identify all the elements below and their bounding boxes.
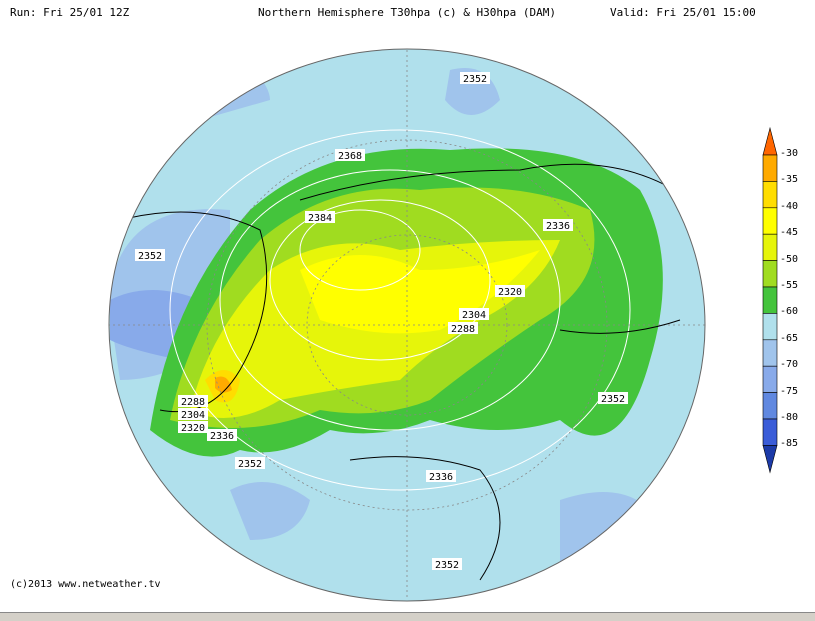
contour-label: 2352 [432, 558, 462, 571]
contour-label-text: 2352 [435, 560, 459, 571]
contour-label-text: 2352 [463, 74, 487, 85]
window-bottom-bar [0, 612, 815, 621]
colorbar-swatch [762, 286, 778, 314]
contour-label: 2352 [460, 72, 490, 85]
colorbar-tick: -50 [780, 253, 799, 265]
colorbar-tick: -80 [780, 412, 799, 423]
colorbar-tick: -40 [780, 200, 799, 212]
colorbar-swatch [762, 339, 778, 367]
colorbar-top-arrow [762, 126, 778, 156]
colorbar-tick: -30 [780, 148, 799, 159]
colorbar-tick: -65 [780, 332, 799, 344]
run-label: Run: Fri 25/01 12Z [10, 6, 130, 19]
contour-label: 2320 [178, 421, 208, 434]
colorbar-swatch [762, 365, 778, 393]
contour-label-text: 2368 [338, 151, 362, 162]
contour-label: 2288 [178, 395, 208, 408]
colorbar-swatch [762, 154, 778, 182]
contour-label: 2336 [426, 470, 456, 483]
contour-label-text: 2352 [238, 459, 262, 470]
colorbar-swatch [762, 313, 778, 341]
contour-label-text: 2304 [181, 410, 205, 421]
contour-label-text: 2352 [601, 394, 625, 405]
contour-label-text: 2304 [462, 310, 486, 321]
contour-label-text: 2352 [138, 251, 162, 262]
contour-label: 2352 [135, 249, 165, 262]
contour-label: 2336 [543, 219, 573, 232]
contour-label-text: 2320 [181, 423, 205, 434]
contour-label-text: 2336 [429, 472, 453, 483]
contour-label: 2352 [598, 392, 628, 405]
colorbar-swatch [762, 392, 778, 420]
contour-label-text: 2336 [546, 221, 570, 232]
colorbar-tick: -75 [780, 385, 799, 397]
contour-label-text: 2384 [308, 213, 332, 224]
colorbar-tick: -70 [780, 359, 799, 371]
valid-label: Valid: Fri 25/01 15:00 [610, 6, 756, 19]
contour-label: 2288 [448, 322, 478, 335]
colorbar-swatch [762, 181, 778, 209]
colorbar-swatch [762, 233, 778, 261]
colorbar-tick: -35 [780, 174, 799, 186]
contour-label-text: 2288 [181, 397, 205, 408]
colorbar-swatch [762, 418, 778, 446]
colorbar-tick: -45 [780, 227, 799, 239]
contour-label: 2304 [459, 308, 489, 321]
contour-label-text: 2320 [498, 287, 522, 298]
colorbar-tick: -60 [780, 306, 799, 318]
contour-label: 2336 [207, 429, 237, 442]
contour-label: 2320 [495, 285, 525, 298]
contour-label-text: 2336 [210, 431, 234, 442]
colorbar-bottom-arrow [762, 445, 778, 474]
contour-label: 2304 [178, 408, 208, 421]
contour-label: 2368 [335, 149, 365, 162]
colorbar-tick: -55 [780, 280, 799, 291]
contour-label: 2352 [235, 457, 265, 470]
contour-label-text: 2288 [451, 324, 475, 335]
map-title: Northern Hemisphere T30hpa (c) & H30hpa … [258, 6, 557, 19]
contour-label: 2384 [305, 211, 335, 224]
colorbar-swatch [762, 260, 778, 288]
copyright: (c)2013 www.netweather.tv [10, 579, 161, 590]
colorbar-swatch [762, 207, 778, 235]
colorbar-tick: -85 [780, 438, 799, 450]
